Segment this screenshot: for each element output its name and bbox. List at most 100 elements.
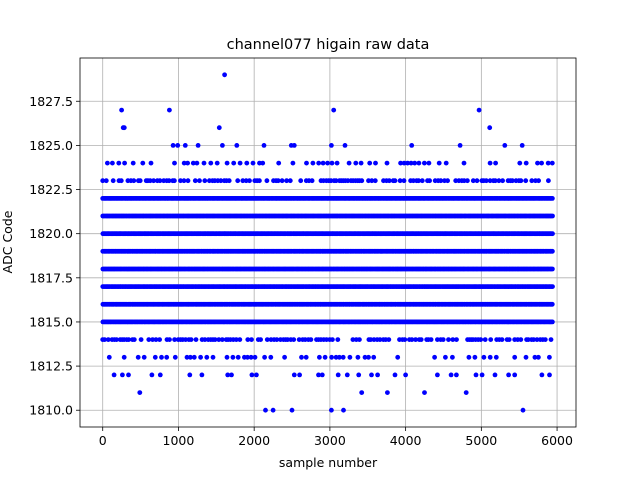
x-tick-label: 5000 <box>465 433 497 448</box>
grid <box>80 58 576 427</box>
data-point <box>212 337 218 342</box>
data-point <box>183 337 189 342</box>
data-point <box>248 354 254 360</box>
data-point <box>258 337 263 342</box>
data-point <box>356 372 362 378</box>
data-point <box>138 337 144 342</box>
data-point <box>329 407 334 413</box>
x-tick-label: 3000 <box>314 433 346 448</box>
data-point <box>409 337 415 342</box>
data-point <box>202 337 208 342</box>
data-point <box>131 178 137 184</box>
data-point <box>366 354 371 360</box>
data-point <box>261 143 267 148</box>
data-point <box>366 178 371 184</box>
data-point <box>518 337 524 342</box>
data-point <box>492 372 498 378</box>
x-tick-label: 0 <box>99 433 107 448</box>
data-point <box>519 143 525 148</box>
y-tick-label: 1815.0 <box>29 314 73 329</box>
data-point <box>416 160 422 166</box>
data-point <box>329 160 335 166</box>
data-point <box>121 125 127 131</box>
data-point <box>247 178 252 184</box>
data-point <box>534 337 540 342</box>
data-point <box>282 354 287 360</box>
data-point <box>473 372 479 378</box>
data-point <box>499 337 505 342</box>
data-point <box>214 160 220 166</box>
data-point <box>539 372 545 378</box>
data-point <box>550 284 555 289</box>
data-point <box>512 372 518 378</box>
data-point <box>185 160 191 166</box>
data-point <box>506 337 512 342</box>
data-point <box>401 178 407 184</box>
data-point <box>219 337 225 342</box>
data-point <box>111 372 117 378</box>
data-point <box>523 160 529 166</box>
data-point <box>550 248 555 254</box>
data-point <box>304 160 309 166</box>
data-point <box>329 354 334 360</box>
data-point <box>520 407 526 413</box>
data-point <box>172 178 177 184</box>
data-point <box>331 107 337 113</box>
data-point <box>103 178 109 184</box>
y-tick-label: 1810.0 <box>29 403 73 418</box>
data-point <box>141 354 147 360</box>
data-point <box>358 160 364 166</box>
data-point <box>231 160 237 166</box>
data-point <box>116 160 122 166</box>
data-point <box>488 337 494 342</box>
data-point <box>403 372 408 378</box>
data-point <box>476 107 482 113</box>
data-point <box>427 178 432 184</box>
data-point <box>392 372 398 378</box>
data-point <box>220 143 225 148</box>
data-point <box>151 178 157 184</box>
data-point <box>188 337 194 342</box>
data-point <box>233 337 239 342</box>
data-point <box>369 178 375 184</box>
data-point <box>493 160 498 166</box>
data-point <box>405 160 410 166</box>
data-point <box>249 337 254 342</box>
data-point <box>500 178 505 184</box>
data-point <box>249 372 255 378</box>
data-point <box>175 143 181 148</box>
data-point <box>384 160 390 166</box>
data-point <box>197 178 202 184</box>
data-point <box>373 160 378 166</box>
data-point <box>492 178 498 184</box>
data-point <box>386 337 392 342</box>
data-point <box>542 337 548 342</box>
data-point <box>413 337 418 342</box>
y-axis-label: ADC Code <box>0 210 15 273</box>
data-point <box>487 125 493 131</box>
data-point <box>167 107 172 113</box>
data-point <box>316 160 322 166</box>
data-point <box>147 178 153 184</box>
data-point <box>119 107 124 113</box>
data-point <box>409 143 415 148</box>
data-point <box>408 160 414 166</box>
data-point <box>550 231 555 237</box>
data-point <box>547 354 552 360</box>
data-point <box>137 178 143 184</box>
data-point <box>276 160 282 166</box>
data-point <box>284 178 289 184</box>
data-point <box>172 337 178 342</box>
x-tick-label: 1000 <box>163 433 195 448</box>
data-point <box>148 160 154 166</box>
data-point <box>260 160 266 166</box>
data-point <box>487 160 493 166</box>
x-tick-label: 2000 <box>238 433 270 448</box>
data-point <box>479 372 485 378</box>
data-point <box>252 354 258 360</box>
x-tick-label: 6000 <box>541 433 573 448</box>
data-point <box>377 337 383 342</box>
data-point <box>135 354 141 360</box>
data-point <box>182 143 188 148</box>
data-point <box>443 354 448 360</box>
